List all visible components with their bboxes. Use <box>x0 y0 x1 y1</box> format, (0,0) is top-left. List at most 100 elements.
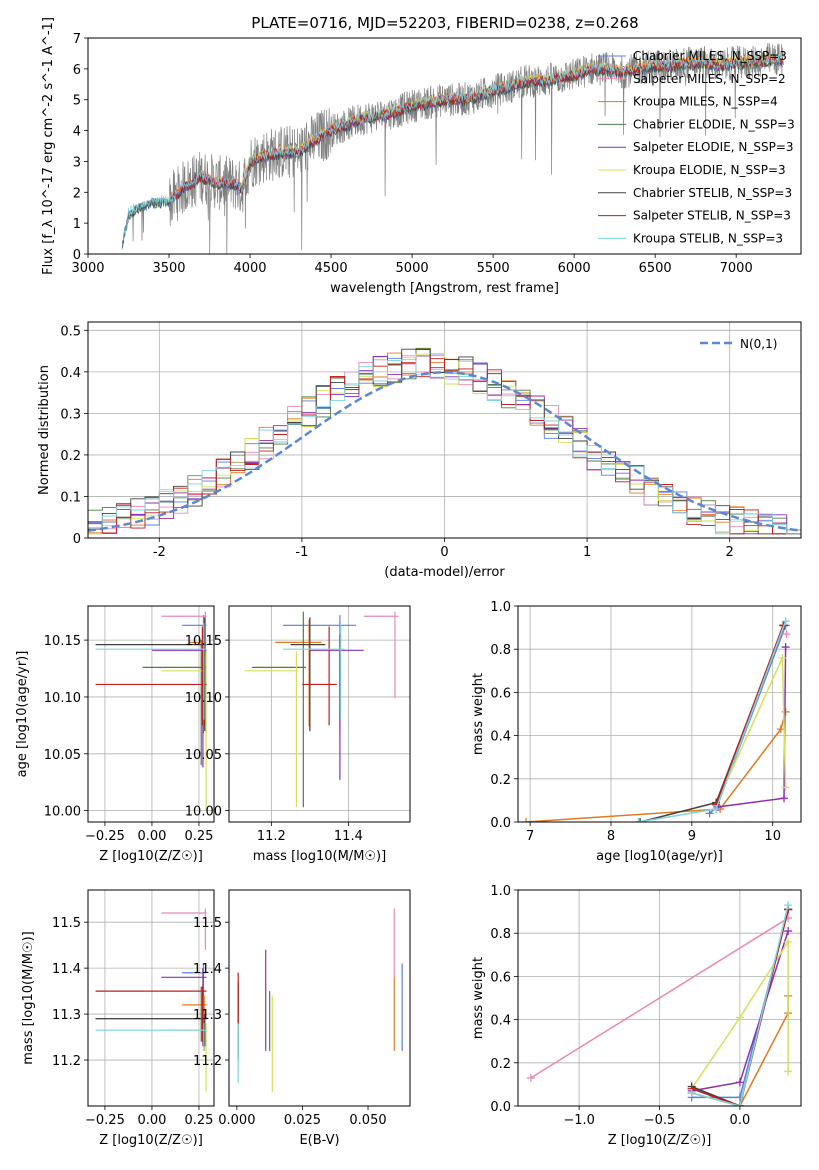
y-tick-label: 4 <box>73 125 81 140</box>
error-point <box>95 1023 207 1051</box>
error-point <box>244 651 299 808</box>
weight-series <box>522 707 790 822</box>
x-tick-label: 0.25 <box>184 1113 213 1128</box>
y-axis-label: Normed distribution <box>37 365 52 495</box>
x-tick-label: 9 <box>688 829 696 844</box>
x-axis-label: (data-model)/error <box>384 565 505 580</box>
x-tick-label: 0.0 <box>730 1113 751 1128</box>
y-tick-label: 0.0 <box>490 816 511 831</box>
legend-entry: Kroupa STELIB, N_SSP=3 <box>633 231 783 245</box>
axes-frame <box>228 605 411 823</box>
weight-series <box>687 901 793 1106</box>
weight-marker <box>687 1089 696 1098</box>
x-axis-label: age [log10(age/yr)] <box>596 849 723 864</box>
y-axis-label: mass weight <box>471 673 486 755</box>
x-axis-label: Z [log10(Z/Z☉)] <box>608 1133 712 1148</box>
x-tick-label: −0.25 <box>85 1113 125 1128</box>
axes-frame <box>228 889 411 1107</box>
error-point <box>95 623 207 720</box>
legend-entry: Chabrier MILES, N_SSP=3 <box>633 49 787 63</box>
axes-residuals: -2 -1 0 1 2 0 0.1 0.2 0.3 0.4 0.5 (data-model)/erro… <box>37 321 802 580</box>
weight-marker <box>735 1078 744 1087</box>
legend-entry: Chabrier ELODIE, N_SSP=3 <box>633 117 795 131</box>
y-tick-label: 0.8 <box>490 927 511 942</box>
x-tick-label: 2 <box>726 545 734 560</box>
y-tick-label: 11.5 <box>52 916 81 931</box>
weight-line <box>715 625 784 805</box>
x-tick-label: 0.00 <box>137 1113 166 1128</box>
weight-marker <box>784 1067 793 1076</box>
y-axis-label: Flux [f_λ 10^-17 erg cm^-2 s^-1 A^-1] <box>41 17 56 275</box>
axes-age-vs-Z: −0.25 0.00 0.25 10.00 10.05 10.10 10.15 Z [log1… <box>15 605 215 864</box>
y-tick-label: 11.2 <box>52 1054 81 1069</box>
weight-marker <box>784 901 793 910</box>
weight-series <box>636 621 789 822</box>
x-tick-label: 0.25 <box>184 829 213 844</box>
x-axis-label: Z [log10(Z/Z☉)] <box>99 849 203 864</box>
legend-entry: Salpeter ELODIE, N_SSP=3 <box>633 140 794 154</box>
weight-line <box>718 646 787 808</box>
y-tick-label: 5 <box>73 94 81 109</box>
axes-age-vs-mass: 11.2 11.4 10.00 10.05 10.10 10.15 mass [log10(… <box>185 605 411 864</box>
error-point <box>95 986 207 1042</box>
x-tick-label: 3000 <box>71 261 104 276</box>
error-point <box>275 619 322 727</box>
plot-content <box>229 606 410 822</box>
y-tick-label: 10.05 <box>44 748 81 763</box>
weight-marker <box>526 1073 535 1082</box>
x-tick-label: 6000 <box>558 261 591 276</box>
figure-title: PLATE=0716, MJD=52203, FIBERID=0238, z=0… <box>251 14 638 32</box>
weight-marker <box>735 1013 744 1022</box>
y-tick-label: 1 <box>73 217 81 232</box>
weight-marker <box>712 805 721 814</box>
x-tick-label: 0.00 <box>137 829 166 844</box>
weight-marker <box>784 937 793 946</box>
y-tick-label: 0.1 <box>60 490 81 505</box>
x-tick-label: 5000 <box>396 261 429 276</box>
y-tick-label: 0.4 <box>490 730 511 745</box>
axes-frame <box>87 889 215 1107</box>
weight-line <box>691 939 789 1090</box>
y-tick-label: 0.2 <box>60 449 81 464</box>
weight-line <box>691 904 789 1106</box>
y-axis-label: mass weight <box>471 957 486 1039</box>
y-tick-label: 0.4 <box>490 1014 511 1029</box>
x-tick-label: 11.4 <box>334 829 363 844</box>
y-tick-label: 0.4 <box>60 366 81 381</box>
weight-series <box>782 630 791 639</box>
axes-mass-weight-vs-age: 7 8 9 10 0.0 0.2 0.4 0.6 0.8 1.0 age [log10(age/yr… <box>471 600 802 864</box>
x-tick-label: 0.050 <box>349 1113 386 1128</box>
x-tick-label: 10 <box>764 829 781 844</box>
error-point <box>282 623 345 720</box>
plot-content <box>237 908 403 1093</box>
x-axis-label: E(B-V) <box>299 1133 339 1148</box>
x-tick-label: −0.25 <box>85 829 125 844</box>
error-point <box>363 611 399 699</box>
axes-mass-vs-EBV: 0.000 0.025 0.050 11.2 11.3 11.4 11.5 E(B-V) <box>193 889 411 1148</box>
plot-area: 3000 3500 4000 4500 5000 5500 6000 6500 70000123… <box>15 17 802 1148</box>
x-tick-label: 8 <box>607 829 615 844</box>
y-tick-label: 0.2 <box>490 773 511 788</box>
x-tick-label: -2 <box>153 545 166 560</box>
x-axis-label: Z [log10(Z/Z☉)] <box>99 1133 203 1148</box>
y-tick-label: 11.3 <box>52 1008 81 1023</box>
y-tick-label: 11.5 <box>193 916 222 931</box>
error-point <box>302 626 337 726</box>
axes-frame <box>517 605 802 823</box>
y-tick-label: 0 <box>73 532 81 547</box>
weight-marker <box>781 783 790 792</box>
weight-series <box>526 914 793 1082</box>
weight-marker <box>634 818 643 822</box>
y-tick-label: 0.6 <box>490 686 511 701</box>
y-tick-label: 0.8 <box>490 643 511 658</box>
x-tick-label: 1 <box>583 545 591 560</box>
y-tick-label: 2 <box>73 186 81 201</box>
plot-content <box>88 606 214 822</box>
y-axis-label: age [log10(age/yr)] <box>15 651 30 778</box>
y-tick-label: 0.0 <box>490 1100 511 1115</box>
y-tick-label: 0.3 <box>60 407 81 422</box>
error-point <box>252 611 307 808</box>
x-axis-label: wavelength [Angstrom, rest frame] <box>330 281 559 296</box>
error-point <box>142 640 207 766</box>
y-tick-label: 0.2 <box>490 1057 511 1072</box>
